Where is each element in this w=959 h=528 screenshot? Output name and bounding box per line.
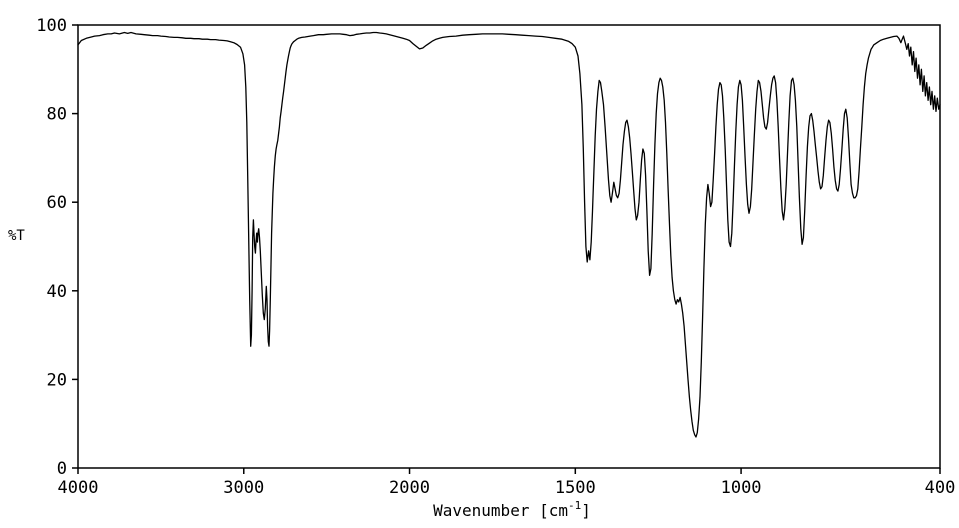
y-tick-label: 80	[47, 105, 67, 125]
plot-frame	[77, 24, 941, 469]
x-tick-label: 400	[925, 478, 956, 498]
y-tick-label: 60	[47, 193, 67, 213]
x-tick-label: 1500	[555, 478, 596, 498]
x-tick-label: 1000	[721, 478, 762, 498]
y-tick-label: 100	[36, 16, 67, 36]
x-axis-label: Wavenumber [cm-1]	[433, 499, 591, 520]
x-tick-label: 4000	[58, 478, 99, 498]
y-tick-label: 40	[47, 282, 67, 302]
x-axis-ticks: 4000 3000 2000 1500 1000 400	[58, 468, 956, 498]
x-tick-label: 3000	[223, 478, 264, 498]
y-axis-label: %T	[8, 228, 25, 244]
x-tick-label: 2000	[389, 478, 430, 498]
y-tick-label: 20	[47, 370, 67, 390]
y-axis-ticks: 0 20 40 60 80 100	[36, 16, 78, 479]
spectrum-line	[77, 31, 941, 438]
y-tick-label: 0	[57, 459, 67, 479]
